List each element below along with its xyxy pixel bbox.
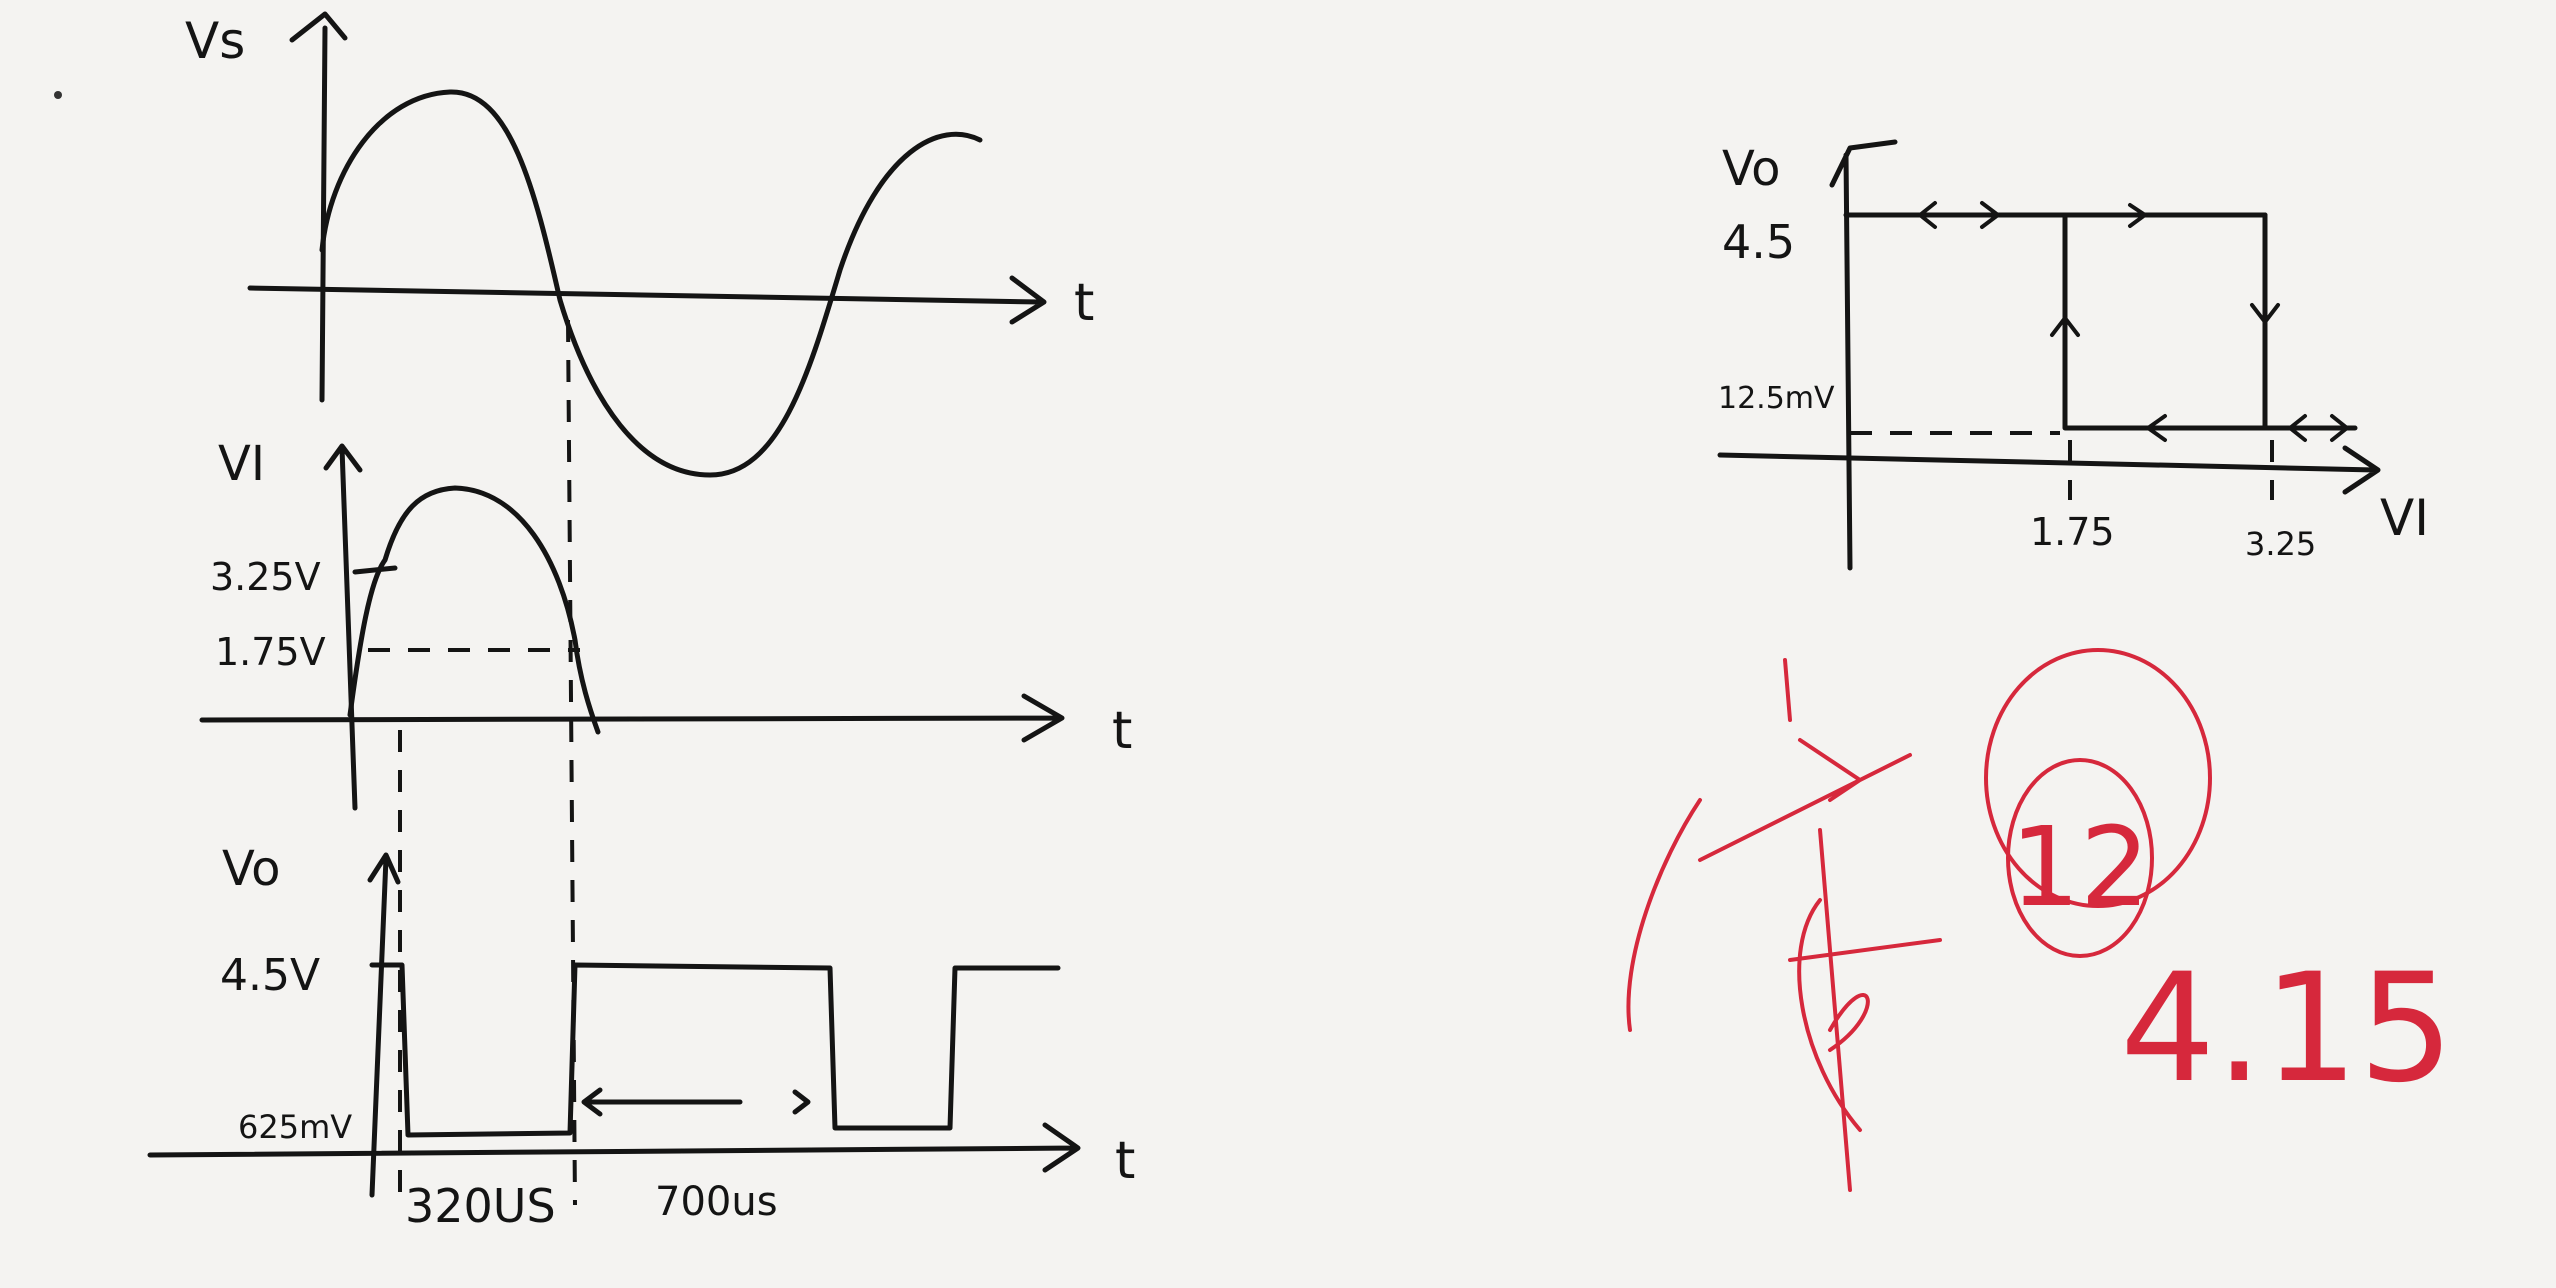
grade-mark: 甫 12 4.15: [1626, 648, 2454, 1192]
vo-level-low-label: 625mV: [238, 1108, 352, 1146]
signature-stroke: [1626, 658, 1942, 1192]
hyst-y-tick-high: 4.5: [1722, 215, 1795, 269]
hyst-y-tick-low: 12.5mV: [1718, 381, 1835, 416]
vi-x-label: t: [1112, 701, 1132, 761]
vi-curve: [347, 485, 601, 735]
score-circle-inner: [2006, 758, 2154, 958]
guide-line-right: [566, 319, 577, 1206]
vs-sine-curve: [319, 89, 983, 478]
vs-plot: Vs t: [185, 11, 1094, 478]
hysteresis-plot: Vo VI 4.5 12.5mV 1.75 3.25: [1717, 139, 2429, 571]
vi-plot: VI t 3.25V 1.75V: [199, 436, 1132, 811]
vo-y-axis: [367, 852, 401, 1198]
vs-y-label: Vs: [185, 12, 245, 70]
hyst-x-label: VI: [2380, 489, 2429, 547]
hyst-x-tick-1: 1.75: [2030, 510, 2115, 554]
score-circle-outer: [1984, 648, 2212, 908]
ink-speck: [54, 91, 62, 99]
vi-level-low-label: 1.75V: [215, 630, 326, 674]
vi-high-level-mark: [352, 565, 398, 575]
vi-x-axis: [199, 693, 1065, 743]
vs-y-axis: [289, 11, 348, 403]
hyst-arrow-bottom-left: [2144, 414, 2167, 442]
hyst-arrow-down: [2250, 303, 2280, 326]
score-value: 12: [2010, 803, 2150, 931]
hyst-y-label: Vo: [1722, 141, 1780, 197]
hyst-arrow-top-right: [2128, 203, 2149, 228]
hyst-x-axis: [1717, 445, 2381, 495]
hyst-loop: [2062, 212, 2268, 431]
vo-y-label: Vo: [222, 841, 280, 897]
vo-plot: Vo t 4.5V 625mV 320US 700us: [147, 841, 1135, 1233]
hyst-arrow-bottom-right: [2286, 414, 2351, 442]
interval-arrow: [581, 1087, 811, 1117]
interval-1-label: 320US: [405, 1179, 556, 1233]
vi-level-high-label: 3.25V: [210, 555, 321, 599]
hyst-x-tick-2: 3.25: [2245, 525, 2316, 563]
vo-square-wave: [369, 962, 1061, 1138]
vi-y-axis: [323, 443, 363, 811]
hyst-arrow-top-left: [1916, 201, 2002, 229]
hyst-arrow-up: [2050, 314, 2080, 337]
vi-y-label: VI: [218, 436, 265, 492]
vs-x-label: t: [1074, 273, 1094, 333]
grade-date: 4.15: [2120, 942, 2454, 1116]
vo-level-high-label: 4.5V: [220, 950, 320, 1001]
vo-x-axis: [147, 1122, 1081, 1173]
interval-2-label: 700us: [655, 1179, 778, 1225]
vo-x-label: t: [1115, 1131, 1135, 1191]
vs-x-axis: [247, 275, 1047, 325]
hyst-y-axis: [1829, 139, 1898, 571]
